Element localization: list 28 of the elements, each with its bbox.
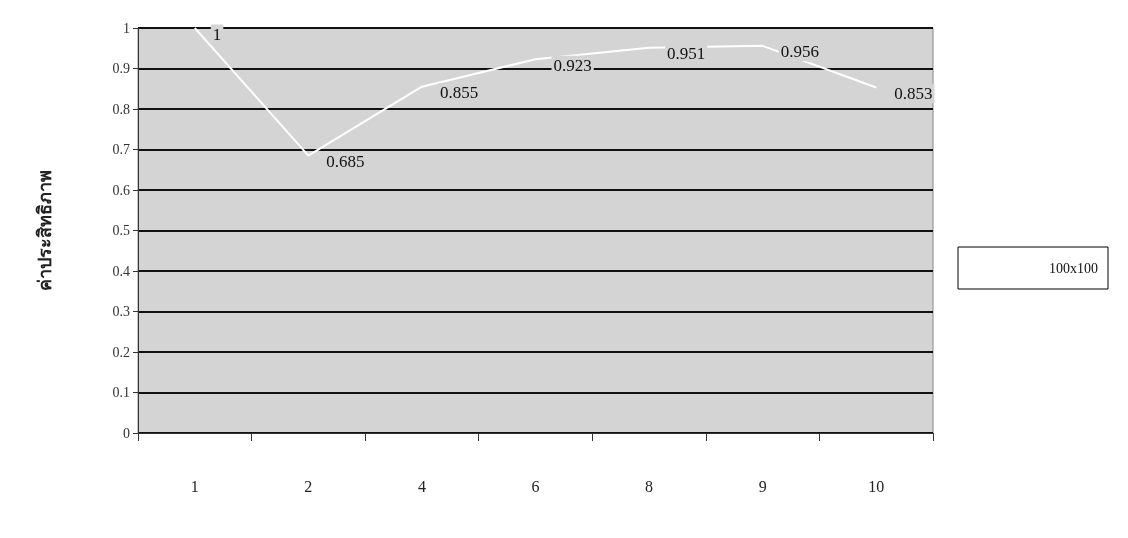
data-label: 0.951 bbox=[667, 44, 706, 64]
y-tick-label: 0.4 bbox=[112, 263, 130, 279]
y-tick-label: 0.7 bbox=[112, 142, 130, 157]
x-tick-label: 8 bbox=[645, 477, 654, 495]
data-label: 0.853 bbox=[894, 84, 933, 104]
x-tick-label: 10 bbox=[868, 477, 885, 495]
y-tick-label: 0.2 bbox=[112, 344, 130, 360]
y-axis-title: ค่าประสิทธิภาพ bbox=[33, 170, 55, 291]
y-tick-label: 0.8 bbox=[112, 101, 130, 117]
x-tick-label: 9 bbox=[758, 477, 767, 495]
data-label: 0.923 bbox=[553, 55, 592, 75]
y-tick-label: 0.5 bbox=[112, 223, 130, 238]
y-tick-label: 0.3 bbox=[112, 304, 130, 319]
x-tick-label: 2 bbox=[304, 477, 313, 495]
y-tick-label: 0.6 bbox=[112, 182, 130, 198]
data-label: 0.685 bbox=[326, 152, 365, 172]
y-tick-label: 0.9 bbox=[112, 61, 130, 76]
data-label: 0.855 bbox=[439, 83, 479, 103]
data-label: 0.956 bbox=[780, 42, 819, 62]
y-tick-label: 0.1 bbox=[112, 385, 130, 400]
x-tick-label: 1 bbox=[190, 477, 199, 495]
y-tick-label: 1 bbox=[123, 20, 130, 36]
text: 100x100 bbox=[1049, 260, 1098, 276]
x-tick-label: 4 bbox=[417, 477, 426, 495]
y-tick-label: 0 bbox=[123, 425, 130, 441]
data-label: 1 bbox=[212, 24, 222, 44]
x-tick-label: 6 bbox=[531, 477, 540, 495]
line-series bbox=[193, 27, 878, 157]
